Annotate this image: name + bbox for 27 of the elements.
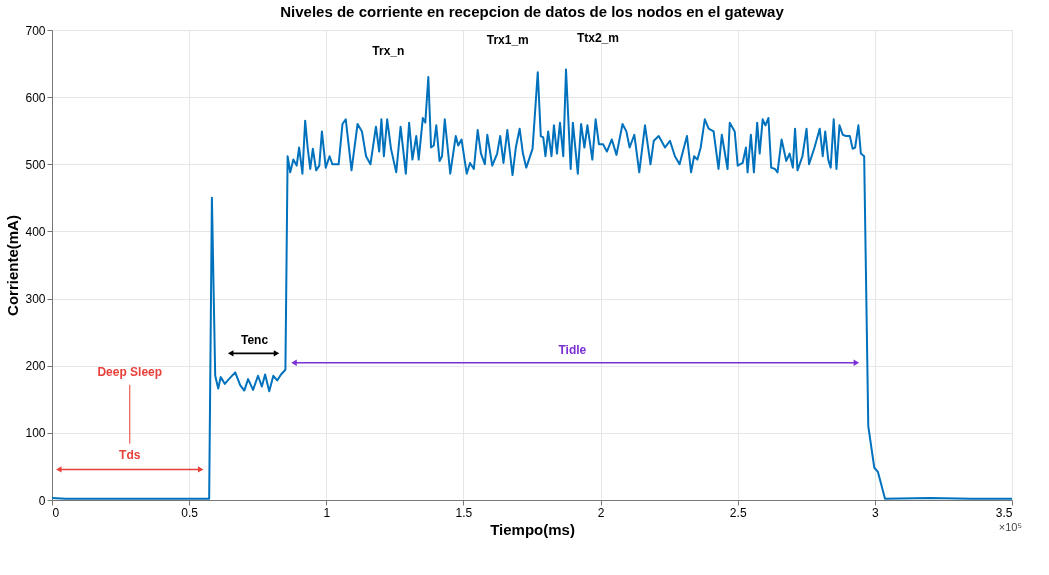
annotation: Ttx2_m bbox=[577, 30, 620, 45]
annotation: Tds bbox=[119, 448, 141, 463]
y-tick-label: 200 bbox=[25, 359, 46, 374]
x-tick-label: 2.5 bbox=[729, 505, 747, 520]
annotation: Trx1_m bbox=[486, 33, 529, 48]
y-axis-title: Corriente(mA) bbox=[4, 215, 22, 316]
y-tick-label: 400 bbox=[25, 224, 46, 239]
y-tick-label: 500 bbox=[25, 157, 46, 172]
annotation: Deep Sleep bbox=[97, 365, 163, 380]
annotation: Tidle bbox=[558, 342, 587, 357]
x-tick-label: 1.5 bbox=[455, 505, 473, 520]
x-tick-label: 3.5 bbox=[995, 505, 1013, 520]
chart-title: Niveles de corriente en recepcion de datos de los nodos en el gateway bbox=[280, 3, 785, 20]
annotation: Trx_n bbox=[372, 44, 405, 58]
text: ×10⁵ bbox=[998, 521, 1022, 533]
y-tick-label: 300 bbox=[25, 292, 46, 307]
x-tick-label: 3 bbox=[872, 505, 880, 520]
annotation: Tenc bbox=[241, 333, 269, 348]
x-tick-label: 2 bbox=[597, 505, 605, 520]
y-tick-label: 600 bbox=[25, 90, 46, 105]
x-tick-label: 0 bbox=[52, 505, 60, 520]
x-tick-label: 1 bbox=[323, 505, 331, 520]
y-tick-label: 100 bbox=[25, 426, 46, 441]
y-tick-label: 700 bbox=[25, 23, 46, 38]
x-tick-label: 0.5 bbox=[181, 505, 199, 520]
y-tick-label: 0 bbox=[38, 493, 46, 508]
x-axis-title: Tiempo(ms) bbox=[490, 520, 575, 538]
